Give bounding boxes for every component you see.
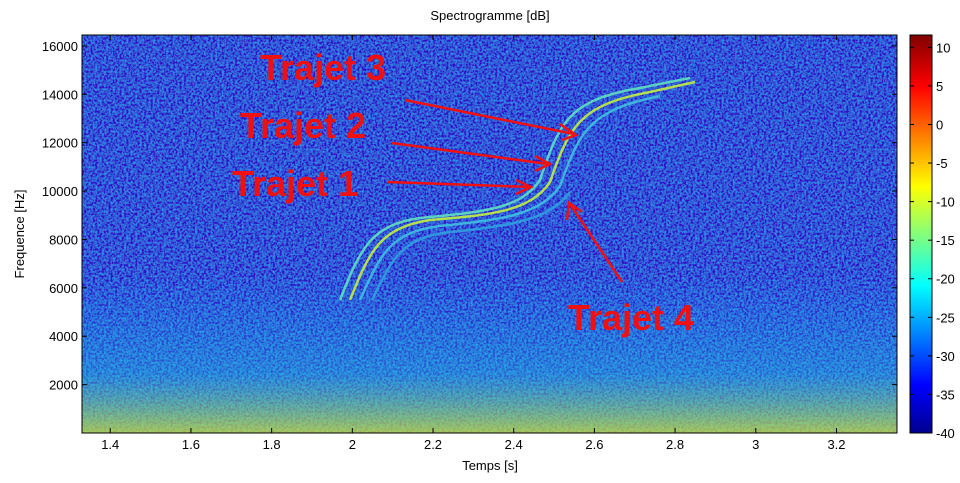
colorbar-tick-label: -20 <box>936 272 955 287</box>
x-tick-label: 2.6 <box>585 437 603 452</box>
chart-title: Spectrogramme [dB] <box>430 8 549 23</box>
y-axis-label: Frequence [Hz] <box>12 190 27 279</box>
colorbar-tick-label: -35 <box>936 387 955 402</box>
x-tick-label: 3 <box>752 437 759 452</box>
x-tick-label: 2.4 <box>505 437 523 452</box>
colorbar-tick-label: 5 <box>936 79 943 94</box>
spectrogram-image <box>82 35 897 433</box>
colorbar-tick-label: -5 <box>936 156 948 171</box>
colorbar-tick-label: -40 <box>936 426 955 441</box>
colorbar-tick-label: -30 <box>936 349 955 364</box>
x-tick-label: 2.2 <box>424 437 442 452</box>
colorbar-tick-label: 0 <box>936 117 943 132</box>
annotation: Trajet 3 <box>260 47 386 88</box>
plot-frame <box>81 34 898 434</box>
x-tick-label: 1.4 <box>101 437 119 452</box>
x-tick-label: 3.2 <box>827 437 845 452</box>
x-tick-label: 2.8 <box>666 437 684 452</box>
y-tick-label: 10000 <box>42 184 78 199</box>
x-axis-label: Temps [s] <box>462 458 518 473</box>
colorbar-tick-label: 10 <box>936 40 950 55</box>
annotation: Trajet 1 <box>232 163 358 204</box>
x-tick-label: 1.8 <box>263 437 281 452</box>
colorbar-tick-label: -10 <box>936 195 955 210</box>
y-tick-label: 6000 <box>49 281 78 296</box>
y-tick-label: 2000 <box>49 378 78 393</box>
colorbar <box>909 34 933 434</box>
y-tick-label: 16000 <box>42 39 78 54</box>
x-tick-label: 1.6 <box>182 437 200 452</box>
x-tick-label: 2 <box>349 437 356 452</box>
colorbar-tick-label: -25 <box>936 310 955 325</box>
y-tick-label: 8000 <box>49 232 78 247</box>
y-tick-label: 14000 <box>42 87 78 102</box>
colorbar-tick-label: -15 <box>936 233 955 248</box>
y-tick-label: 4000 <box>49 329 78 344</box>
y-tick-label: 12000 <box>42 136 78 151</box>
annotation: Trajet 4 <box>568 297 694 338</box>
arrows <box>387 98 624 283</box>
annotation: Trajet 2 <box>240 105 366 146</box>
